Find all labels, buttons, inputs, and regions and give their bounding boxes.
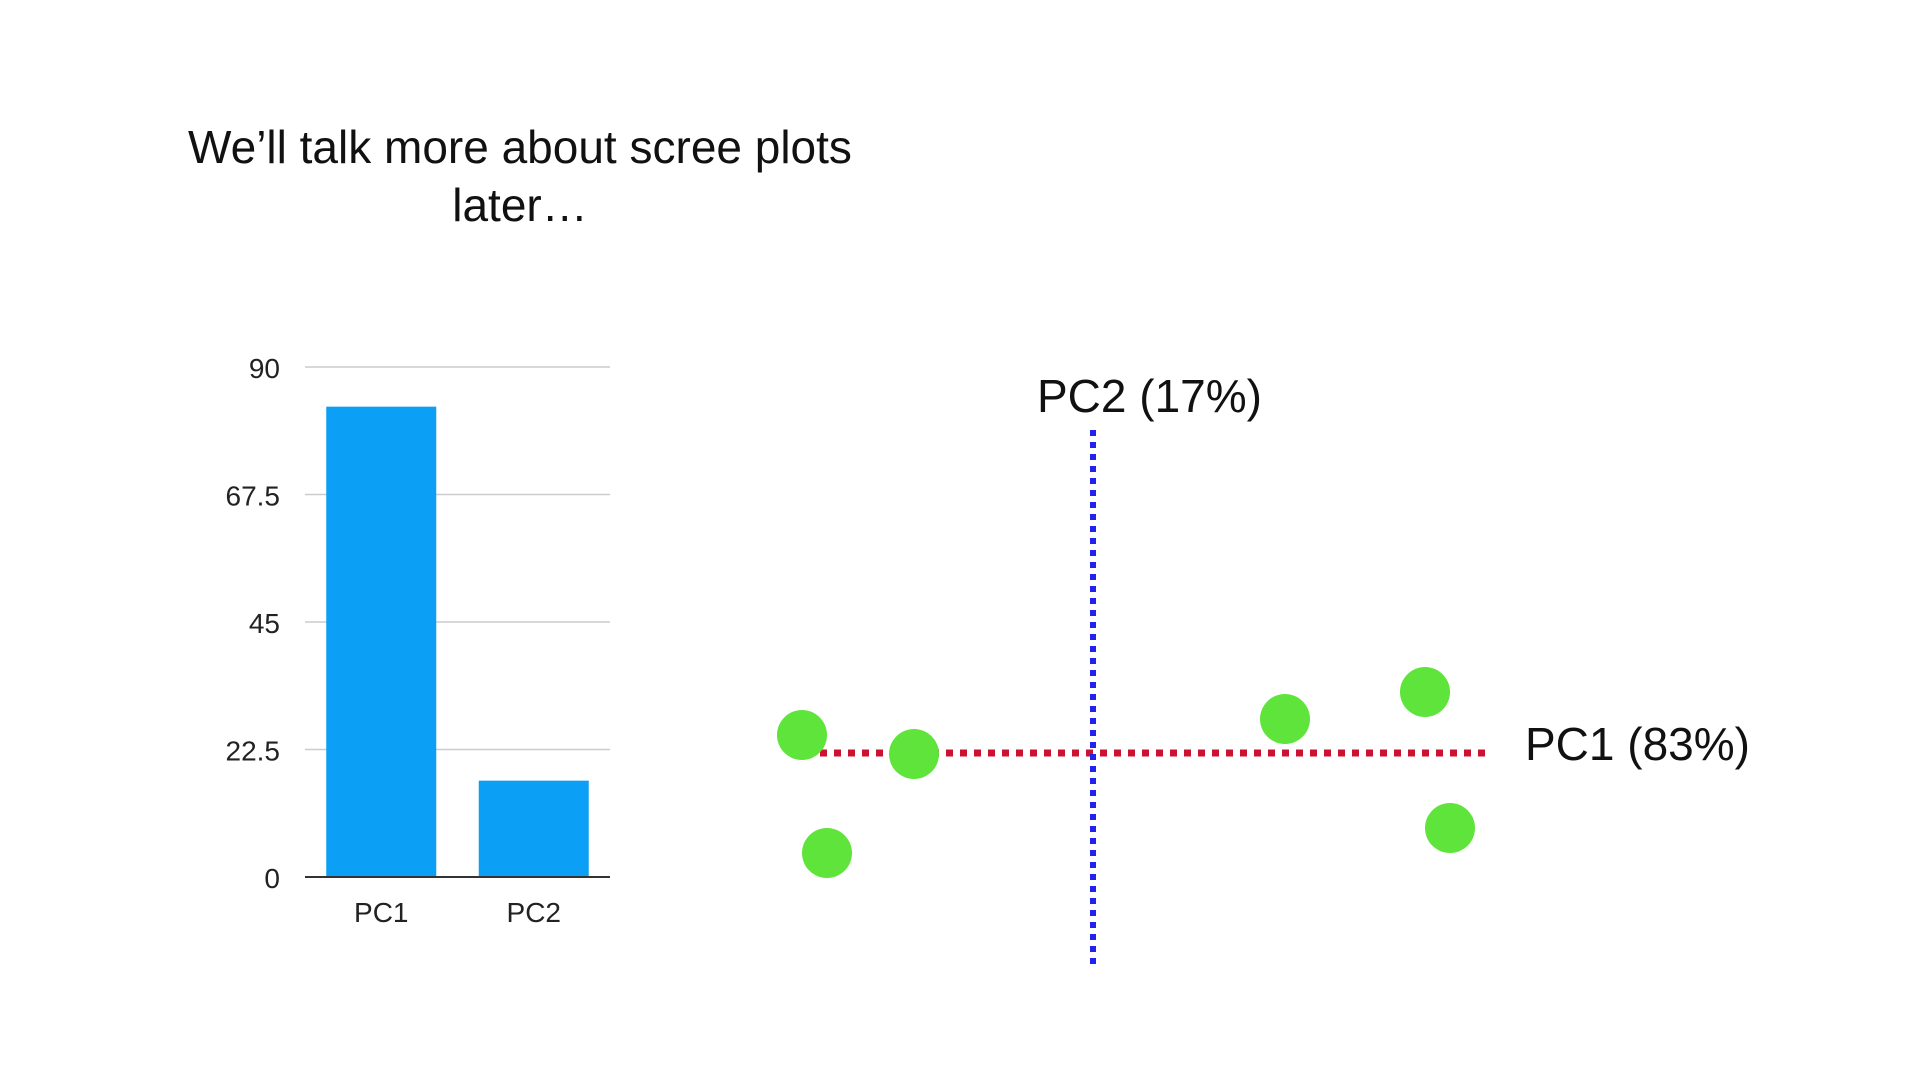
pc2-label: PC2 (17%) (1037, 370, 1262, 422)
bar-pc1 (326, 406, 437, 877)
scree-bar-chart: 0 22.5 45 67.5 90 PC1 PC2 (226, 353, 610, 928)
y-tick-label: 67.5 (226, 481, 281, 512)
data-point (777, 710, 827, 760)
bar-pc2 (478, 780, 589, 877)
data-point (1400, 667, 1450, 717)
y-tick-label: 45 (249, 608, 280, 639)
data-point (802, 828, 852, 878)
x-tick-label: PC1 (354, 897, 408, 928)
data-point (1425, 803, 1475, 853)
data-point (889, 729, 939, 779)
caption-line-1: We’ll talk more about scree plots (188, 121, 852, 173)
y-tick-label: 22.5 (226, 736, 281, 767)
x-tick-label: PC2 (507, 897, 561, 928)
slide-caption: We’ll talk more about scree plots later… (120, 118, 920, 234)
pc1-label: PC1 (83%) (1525, 718, 1750, 770)
y-tick-label: 90 (249, 353, 280, 384)
data-point (1260, 694, 1310, 744)
y-tick-label: 0 (264, 863, 280, 894)
pca-scatter-plot: PC2 (17%) PC1 (83%) (777, 370, 1750, 970)
caption-line-2: later… (452, 179, 588, 231)
